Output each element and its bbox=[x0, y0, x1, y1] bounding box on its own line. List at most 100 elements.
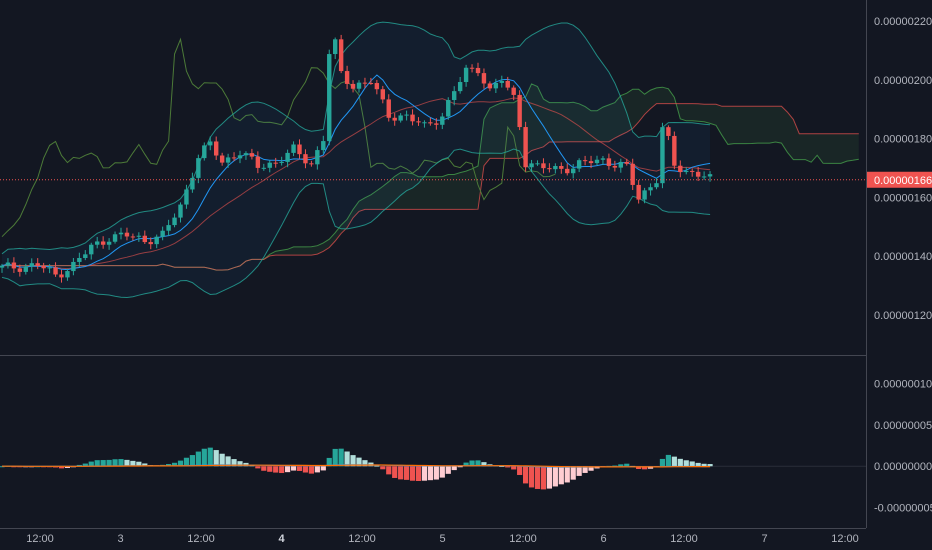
candle[interactable] bbox=[588, 155, 594, 169]
candle[interactable] bbox=[100, 236, 106, 249]
candle[interactable] bbox=[142, 230, 147, 244]
candle[interactable] bbox=[154, 234, 159, 249]
candle[interactable] bbox=[469, 64, 475, 73]
candle[interactable] bbox=[678, 160, 683, 178]
candle[interactable] bbox=[160, 226, 165, 241]
candle[interactable] bbox=[112, 231, 118, 244]
candle[interactable] bbox=[434, 118, 439, 130]
candle[interactable] bbox=[261, 163, 266, 171]
candle[interactable] bbox=[0, 263, 5, 273]
candle[interactable] bbox=[130, 233, 136, 241]
candle[interactable] bbox=[499, 75, 504, 88]
candle[interactable] bbox=[41, 262, 46, 273]
candle[interactable] bbox=[535, 160, 540, 166]
candle[interactable] bbox=[446, 97, 451, 120]
candle[interactable] bbox=[690, 168, 695, 177]
candle[interactable] bbox=[582, 155, 588, 166]
candle[interactable] bbox=[410, 109, 415, 126]
candle[interactable] bbox=[416, 117, 421, 126]
candle[interactable] bbox=[636, 180, 641, 204]
candle[interactable] bbox=[440, 112, 445, 130]
candle[interactable] bbox=[368, 77, 374, 85]
candle[interactable] bbox=[237, 150, 243, 164]
candle[interactable] bbox=[65, 268, 70, 281]
candle[interactable] bbox=[255, 151, 261, 174]
candle[interactable] bbox=[172, 213, 177, 228]
candle[interactable] bbox=[630, 158, 635, 191]
candle[interactable] bbox=[136, 232, 142, 242]
candle[interactable] bbox=[344, 65, 350, 90]
candle[interactable] bbox=[214, 136, 219, 160]
candle[interactable] bbox=[374, 79, 380, 95]
candle[interactable] bbox=[523, 121, 528, 172]
candle[interactable] bbox=[106, 238, 112, 250]
candle[interactable] bbox=[571, 164, 576, 179]
candle[interactable] bbox=[249, 148, 255, 160]
candle[interactable] bbox=[333, 37, 338, 60]
candle[interactable] bbox=[291, 141, 296, 157]
candle[interactable] bbox=[386, 94, 391, 122]
candle[interactable] bbox=[475, 62, 481, 77]
candle[interactable] bbox=[303, 149, 308, 169]
candle[interactable] bbox=[225, 153, 231, 168]
candle[interactable] bbox=[392, 113, 397, 126]
candle[interactable] bbox=[529, 159, 534, 173]
candle[interactable] bbox=[297, 139, 302, 159]
candle[interactable] bbox=[273, 157, 278, 168]
candle[interactable] bbox=[321, 135, 326, 154]
candle[interactable] bbox=[315, 146, 320, 170]
candle[interactable] bbox=[624, 158, 629, 166]
candle[interactable] bbox=[47, 264, 52, 274]
candle[interactable] bbox=[327, 49, 332, 146]
candle[interactable] bbox=[612, 160, 618, 172]
candle[interactable] bbox=[350, 80, 356, 93]
candles[interactable] bbox=[0, 34, 866, 283]
candle[interactable] bbox=[428, 117, 433, 126]
candle[interactable] bbox=[243, 151, 249, 160]
candle[interactable] bbox=[642, 187, 647, 204]
candle[interactable] bbox=[196, 154, 201, 184]
candle[interactable] bbox=[487, 81, 493, 92]
candle[interactable] bbox=[23, 263, 28, 275]
candle[interactable] bbox=[29, 258, 34, 272]
candle[interactable] bbox=[208, 136, 213, 151]
candle[interactable] bbox=[618, 158, 623, 173]
candle[interactable] bbox=[362, 77, 368, 89]
candle[interactable] bbox=[178, 202, 183, 223]
candle[interactable] bbox=[576, 158, 582, 173]
candle[interactable] bbox=[356, 80, 362, 93]
candle[interactable] bbox=[481, 68, 487, 89]
candle[interactable] bbox=[219, 152, 225, 166]
candle[interactable] bbox=[606, 153, 612, 170]
candle[interactable] bbox=[541, 158, 546, 174]
candle[interactable] bbox=[594, 155, 600, 166]
candle[interactable] bbox=[457, 76, 463, 94]
candle[interactable] bbox=[5, 258, 11, 269]
candle[interactable] bbox=[190, 172, 195, 193]
candle[interactable] bbox=[380, 85, 385, 104]
candle[interactable] bbox=[77, 252, 82, 267]
candle[interactable] bbox=[231, 152, 237, 162]
candle[interactable] bbox=[452, 86, 457, 106]
candle[interactable] bbox=[267, 160, 272, 173]
candle[interactable] bbox=[600, 155, 606, 165]
candle[interactable] bbox=[398, 113, 403, 123]
candle[interactable] bbox=[11, 257, 17, 273]
candle[interactable] bbox=[517, 90, 522, 131]
candle[interactable] bbox=[553, 163, 558, 174]
candle[interactable] bbox=[166, 219, 171, 236]
candle[interactable] bbox=[707, 171, 713, 182]
candle[interactable] bbox=[309, 160, 314, 167]
candle[interactable] bbox=[701, 171, 707, 180]
candle[interactable] bbox=[59, 269, 64, 283]
candle[interactable] bbox=[95, 236, 100, 249]
candle[interactable] bbox=[672, 131, 677, 170]
candle[interactable] bbox=[493, 78, 499, 94]
candle[interactable] bbox=[684, 167, 689, 175]
candle[interactable] bbox=[505, 76, 510, 91]
candle[interactable] bbox=[184, 184, 189, 209]
candle[interactable] bbox=[666, 125, 671, 141]
candle[interactable] bbox=[565, 163, 570, 176]
candle[interactable] bbox=[89, 242, 94, 260]
